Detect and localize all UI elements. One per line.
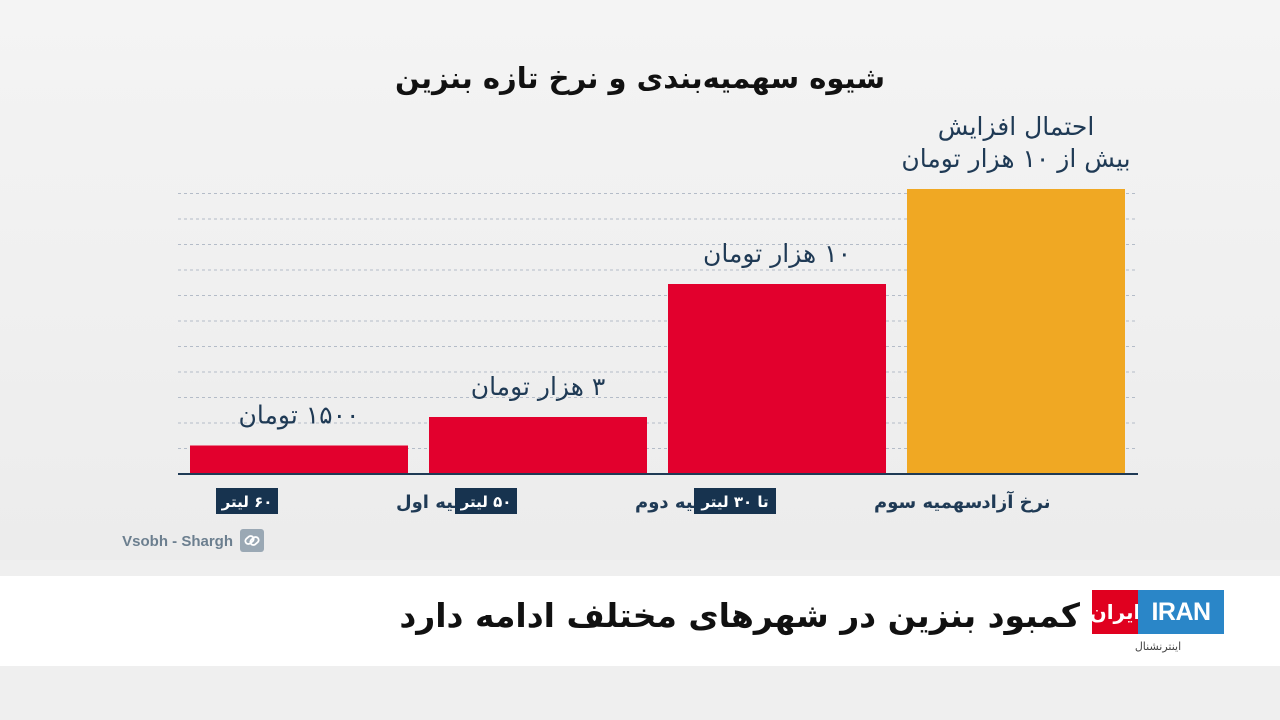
bar (190, 445, 408, 474)
quota-badge-label: ۵۰ لیتر (460, 493, 512, 511)
category-label: سهمیه سوم (874, 492, 982, 513)
logo-box: ایران IRAN (1090, 590, 1224, 634)
bar (429, 417, 647, 474)
bar (907, 189, 1125, 474)
news-lower-third: کمبود بنزین در شهرهای مختلف ادامه دارد ا… (0, 560, 1280, 720)
headline: کمبود بنزین در شهرهای مختلف ادامه دارد (399, 596, 1080, 635)
source-credit: Vsobh - Shargh (122, 529, 264, 552)
data-label: ۳ هزار تومان (471, 372, 606, 401)
channel-logo: ایران IRAN اینترنشنال (1090, 590, 1224, 660)
category-label: نرخ آزاد (981, 490, 1050, 513)
logo-subtitle: اینترنشنال (1134, 640, 1182, 653)
logo-blue-text: IRAN (1138, 590, 1224, 634)
quota-badge (455, 488, 517, 514)
headline-bar: کمبود بنزین در شهرهای مختلف ادامه دارد ا… (0, 576, 1280, 666)
link-icon (240, 529, 264, 552)
data-label: بیش از ۱۰ هزار تومان (901, 144, 1130, 173)
logo-red-text: ایران (1090, 590, 1140, 634)
quota-badge (216, 488, 278, 514)
data-label: ۱۰ هزار تومان (703, 239, 851, 268)
data-label: احتمال افزایش (938, 112, 1095, 141)
quota-badge (694, 488, 776, 514)
source-text: Vsobh - Shargh (122, 533, 233, 550)
chart-title: شیوه سهمیه‌بندی و نرخ تازه بنزین (395, 61, 885, 95)
data-label: ۱۵۰۰ تومان (239, 401, 360, 430)
quota-badge-label: تا ۳۰ لیتر (700, 493, 768, 511)
bar (668, 284, 886, 474)
chart-panel: ۱۵۰۰ تومان سهمیه اول ۶۰ لیتر ۳ هزار تومان سه… (0, 0, 1280, 560)
quota-badge-label: ۶۰ لیتر (221, 493, 273, 511)
